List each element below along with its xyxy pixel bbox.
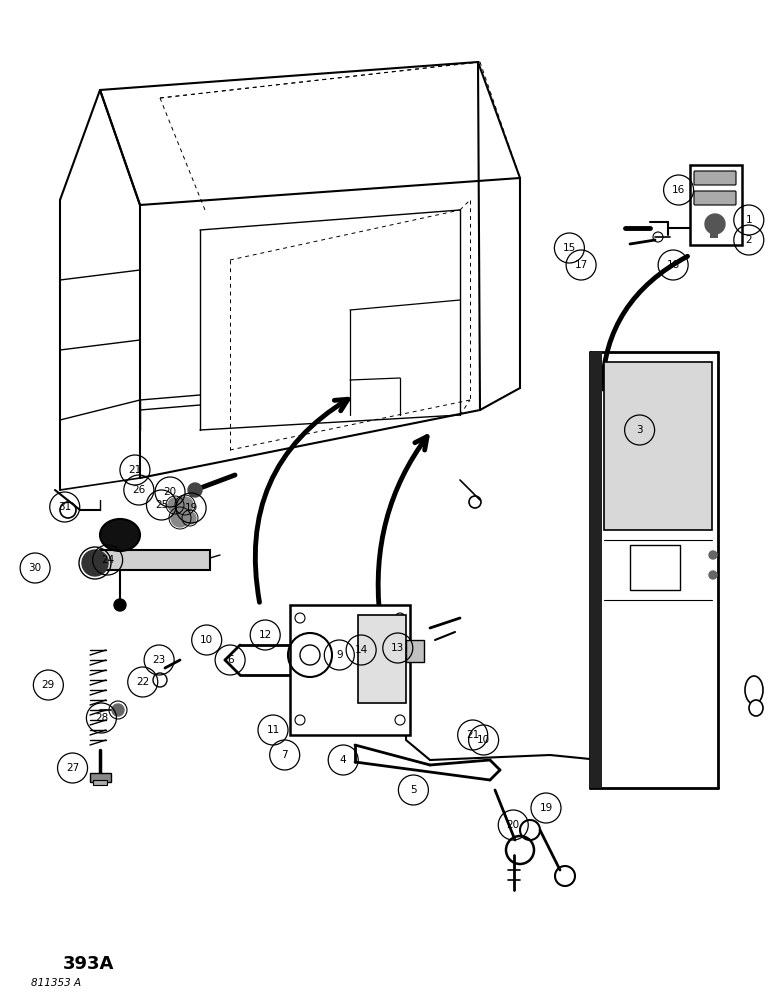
Text: 14: 14 (355, 645, 367, 655)
FancyBboxPatch shape (93, 780, 107, 785)
Text: 12: 12 (259, 630, 271, 640)
Text: 16: 16 (672, 185, 685, 195)
Circle shape (177, 497, 193, 513)
Circle shape (709, 551, 717, 559)
Text: 28: 28 (95, 713, 108, 723)
FancyBboxPatch shape (630, 545, 680, 590)
Text: 2: 2 (746, 235, 752, 245)
Text: 18: 18 (667, 260, 679, 270)
Text: 19: 19 (185, 503, 197, 513)
Text: 24: 24 (101, 555, 114, 565)
Text: 5: 5 (410, 785, 417, 795)
Text: 811353 A: 811353 A (31, 978, 81, 988)
Circle shape (705, 214, 725, 234)
FancyBboxPatch shape (690, 165, 742, 245)
Text: 10: 10 (477, 735, 490, 745)
Text: 17: 17 (575, 260, 587, 270)
Text: 21: 21 (466, 730, 479, 740)
Circle shape (184, 512, 196, 524)
Text: 22: 22 (136, 677, 149, 687)
Text: 7: 7 (282, 750, 288, 760)
Text: 19: 19 (540, 803, 552, 813)
Text: 31: 31 (58, 502, 71, 512)
Text: 9: 9 (336, 650, 342, 660)
Circle shape (112, 704, 124, 716)
Ellipse shape (749, 700, 763, 716)
Circle shape (82, 550, 108, 576)
FancyBboxPatch shape (90, 772, 111, 782)
FancyBboxPatch shape (100, 550, 210, 570)
Text: 15: 15 (563, 243, 576, 253)
Text: 20: 20 (507, 820, 519, 830)
Text: 25: 25 (155, 500, 168, 510)
Circle shape (188, 483, 202, 497)
Text: 4: 4 (340, 755, 346, 765)
FancyBboxPatch shape (358, 615, 406, 703)
Text: 21: 21 (129, 465, 141, 475)
Text: 6: 6 (227, 655, 233, 665)
Circle shape (168, 498, 182, 512)
FancyBboxPatch shape (406, 640, 424, 662)
Text: 26: 26 (133, 485, 145, 495)
FancyBboxPatch shape (694, 171, 736, 185)
FancyBboxPatch shape (290, 605, 410, 735)
Text: 29: 29 (42, 680, 55, 690)
Text: 20: 20 (164, 487, 176, 497)
FancyBboxPatch shape (604, 362, 712, 530)
Text: 23: 23 (153, 655, 165, 665)
Text: 10: 10 (200, 635, 213, 645)
Circle shape (709, 571, 717, 579)
Text: 3: 3 (636, 425, 643, 435)
Ellipse shape (745, 676, 763, 704)
Circle shape (114, 599, 126, 611)
FancyBboxPatch shape (590, 352, 602, 788)
Text: 11: 11 (267, 725, 279, 735)
Text: 393A: 393A (62, 955, 114, 973)
FancyBboxPatch shape (694, 191, 736, 205)
Ellipse shape (100, 519, 140, 551)
Text: 30: 30 (29, 563, 41, 573)
Text: 1: 1 (746, 215, 752, 225)
Circle shape (171, 509, 189, 527)
Text: 13: 13 (392, 643, 404, 653)
FancyBboxPatch shape (710, 224, 718, 238)
Text: 27: 27 (66, 763, 79, 773)
